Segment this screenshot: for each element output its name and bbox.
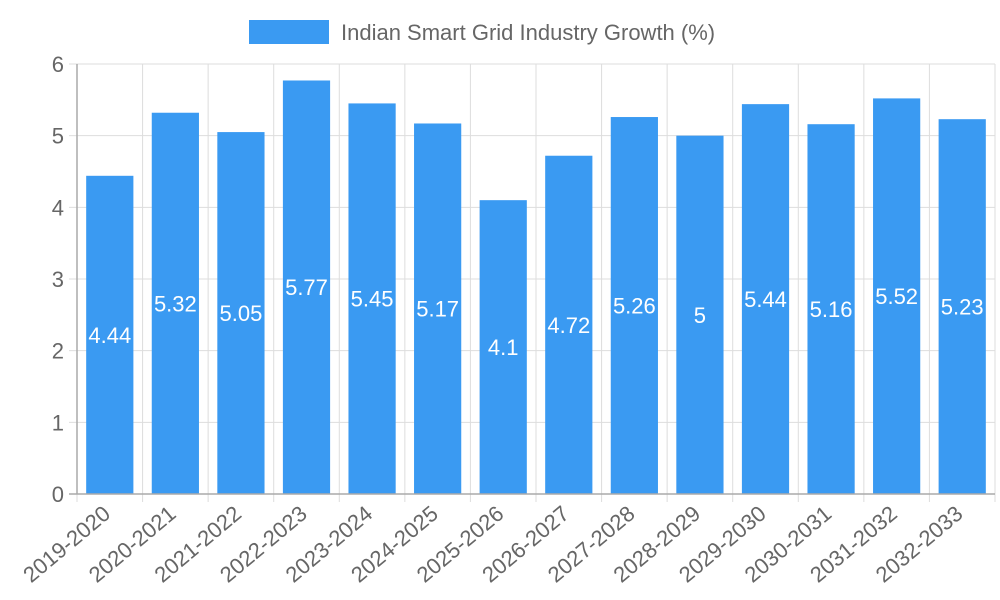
legend[interactable]: Indian Smart Grid Industry Growth (%) xyxy=(249,20,715,45)
bar[interactable] xyxy=(741,104,790,494)
bar[interactable] xyxy=(414,123,462,494)
y-tick-label: 3 xyxy=(52,267,64,292)
legend-label[interactable]: Indian Smart Grid Industry Growth (%) xyxy=(341,20,715,45)
bar-value-label: 5.32 xyxy=(154,291,197,316)
bar[interactable] xyxy=(610,117,658,495)
bar-value-label: 5.16 xyxy=(810,297,853,322)
data-labels: 4.44 5.32 5.05 5.77 5.45 5.17 4.1 4.72 5.26 5 5.44… xyxy=(88,275,983,360)
bar-value-label: 5.45 xyxy=(351,287,394,312)
bar-value-label: 5.26 xyxy=(613,294,656,319)
bar-value-label: 5.52 xyxy=(875,284,918,309)
grid-lines xyxy=(76,63,996,502)
y-tick-label: 4 xyxy=(52,195,64,220)
bar-value-label: 5.44 xyxy=(744,287,787,312)
bars xyxy=(86,80,986,495)
bar[interactable] xyxy=(348,103,396,495)
bar[interactable] xyxy=(151,112,199,494)
bar-value-label: 5.05 xyxy=(220,301,263,326)
bar[interactable] xyxy=(479,200,527,494)
bar-value-label: 5.77 xyxy=(285,275,328,300)
bar[interactable] xyxy=(217,132,265,495)
bar[interactable] xyxy=(807,124,855,494)
bar[interactable] xyxy=(873,98,921,495)
y-tick-label: 2 xyxy=(52,339,64,364)
y-tick-label: 5 xyxy=(52,124,64,149)
bar-value-label: 4.44 xyxy=(88,323,131,348)
bar[interactable] xyxy=(676,135,724,494)
y-tick-label: 1 xyxy=(52,410,64,435)
bar[interactable] xyxy=(86,175,134,495)
legend-swatch[interactable] xyxy=(249,20,329,44)
bar-value-label: 4.1 xyxy=(488,335,519,360)
y-tick-label: 6 xyxy=(52,52,64,77)
bar-value-label: 5 xyxy=(694,303,706,328)
bar[interactable] xyxy=(938,119,986,494)
bar-value-label: 4.72 xyxy=(547,313,590,338)
bar-value-label: 5.23 xyxy=(941,295,984,320)
bar-value-label: 5.17 xyxy=(416,297,459,322)
bar[interactable] xyxy=(282,80,331,494)
y-tick-label: 0 xyxy=(52,482,64,507)
bar[interactable] xyxy=(545,155,593,494)
